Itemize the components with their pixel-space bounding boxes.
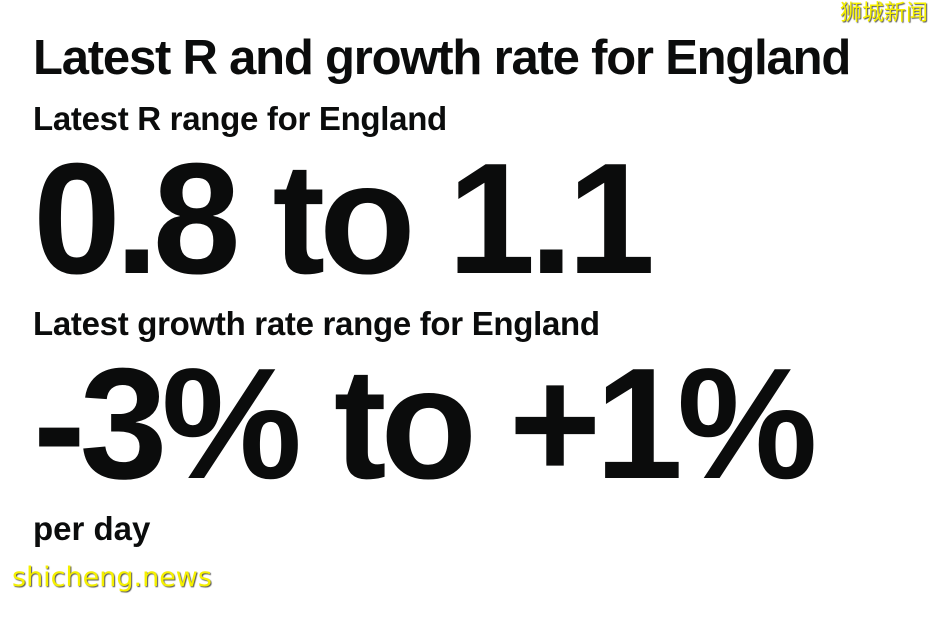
growth-rate-label: Latest growth rate range for England [33,305,600,342]
watermark-chinese: 狮城新闻 [839,1,928,26]
growth-rate-unit: per day [33,510,151,547]
growth-rate-value: -3% to +1% [33,336,818,512]
page-title: Latest R and growth rate for England [33,31,851,85]
watermark-site: shicheng.news [12,562,212,593]
r-range-value: 0.8 to 1.1 [33,131,655,307]
r-range-label: Latest R range for England [33,100,447,137]
